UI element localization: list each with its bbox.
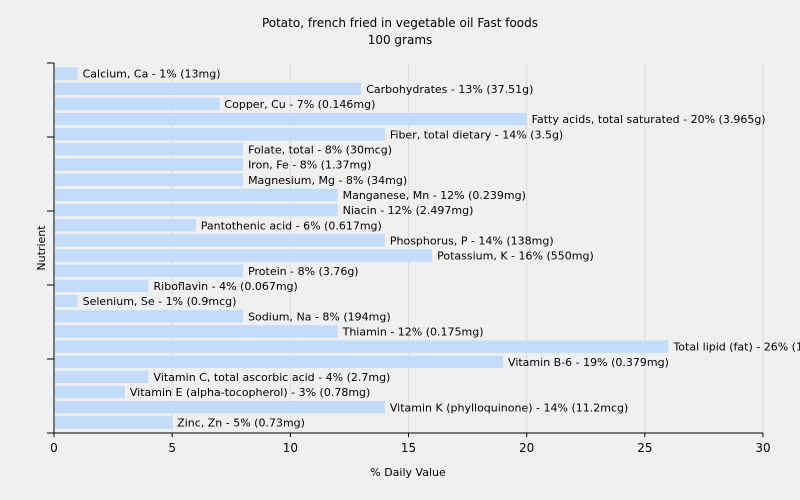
bar bbox=[55, 67, 78, 80]
bar bbox=[55, 249, 433, 262]
bar bbox=[55, 97, 220, 111]
bar-label: Fiber, total dietary - 14% (3.5g) bbox=[390, 128, 563, 141]
x-tick-label: 5 bbox=[168, 441, 176, 455]
bar bbox=[55, 294, 78, 308]
bar-label: Carbohydrates - 13% (37.51g) bbox=[366, 83, 533, 96]
bar-label: Niacin - 12% (2.497mg) bbox=[343, 204, 474, 217]
bar-label: Riboflavin - 4% (0.067mg) bbox=[154, 280, 298, 293]
bar-label: Fatty acids, total saturated - 20% (3.96… bbox=[532, 113, 766, 126]
x-tick-label: 30 bbox=[755, 441, 770, 455]
bar bbox=[55, 355, 504, 368]
bar-labels: Calcium, Ca - 1% (13mg) Carbohydrates - 1… bbox=[83, 68, 800, 430]
x-tick-label: 20 bbox=[519, 441, 534, 455]
bar-label: Potassium, K - 16% (550mg) bbox=[437, 250, 594, 263]
x-tick-label: 25 bbox=[637, 441, 652, 455]
bar-label: Zinc, Zn - 5% (0.73mg) bbox=[177, 416, 305, 429]
bar-label: Vitamin K (phylloquinone) - 14% (11.2mcg… bbox=[390, 401, 628, 414]
bar-label: Calcium, Ca - 1% (13mg) bbox=[83, 68, 221, 81]
bar bbox=[55, 401, 385, 414]
bar-label: Folate, total - 8% (30mcg) bbox=[248, 143, 392, 156]
bar bbox=[55, 173, 244, 186]
bar bbox=[55, 82, 362, 95]
bar-label: Sodium, Na - 8% (194mg) bbox=[248, 310, 391, 323]
bar bbox=[55, 143, 244, 156]
bar-label: Selenium, Se - 1% (0.9mcg) bbox=[83, 295, 237, 308]
bar bbox=[55, 370, 149, 384]
bar bbox=[55, 279, 149, 293]
x-tick-label: 15 bbox=[401, 441, 416, 455]
bar-label: Total lipid (fat) - 26% (17.05g) bbox=[672, 341, 800, 354]
bar-label: Pantothenic acid - 6% (0.617mg) bbox=[201, 219, 382, 232]
bar bbox=[55, 264, 244, 277]
x-tick-label: 0 bbox=[50, 441, 58, 455]
x-tick-label: 10 bbox=[283, 441, 298, 455]
bar bbox=[55, 128, 385, 141]
y-axis-title: Nutrient bbox=[35, 225, 48, 271]
bar-label: Vitamin E (alpha-tocopherol) - 3% (0.78m… bbox=[130, 386, 370, 399]
bar bbox=[55, 203, 338, 217]
bar-label: Copper, Cu - 7% (0.146mg) bbox=[224, 98, 375, 111]
bar bbox=[55, 234, 385, 247]
bar bbox=[55, 340, 669, 353]
bar bbox=[55, 416, 173, 429]
bar bbox=[55, 385, 125, 399]
bars bbox=[55, 67, 669, 429]
bar bbox=[55, 310, 244, 323]
bar bbox=[55, 112, 527, 126]
chart-title: Potato, french fried in vegetable oil Fa… bbox=[262, 16, 538, 30]
chart-subtitle: 100 grams bbox=[368, 33, 433, 47]
bar bbox=[55, 325, 338, 338]
bar-label: Phosphorus, P - 14% (138mg) bbox=[390, 234, 554, 247]
bar-label: Vitamin C, total ascorbic acid - 4% (2.7… bbox=[154, 371, 391, 384]
x-axis-title: % Daily Value bbox=[370, 466, 446, 479]
bar-label: Iron, Fe - 8% (1.37mg) bbox=[248, 159, 371, 172]
bar-label: Manganese, Mn - 12% (0.239mg) bbox=[343, 189, 526, 202]
bar bbox=[55, 219, 196, 232]
bar bbox=[55, 158, 244, 171]
bar-label: Magnesium, Mg - 8% (34mg) bbox=[248, 174, 407, 187]
axes: 0 5 10 15 20 25 30 bbox=[47, 62, 771, 455]
bar-label: Protein - 8% (3.76g) bbox=[248, 265, 359, 278]
bar-label: Thiamin - 12% (0.175mg) bbox=[342, 325, 484, 338]
bar-label: Vitamin B-6 - 19% (0.379mg) bbox=[508, 356, 669, 369]
bar bbox=[55, 188, 338, 202]
